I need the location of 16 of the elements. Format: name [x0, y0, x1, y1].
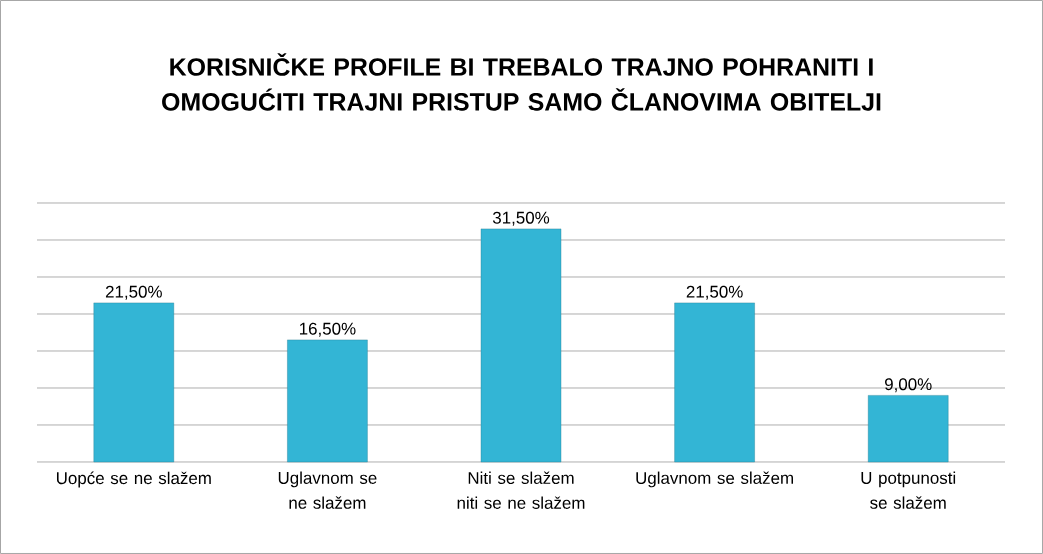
bar	[287, 339, 368, 463]
x-tick-label: Uglavnom se ne slažem	[278, 471, 377, 509]
bar	[674, 302, 755, 463]
x-tick-label: Uglavnom se slažem	[636, 471, 793, 488]
bar	[93, 302, 175, 463]
x-tick-label: Niti se slažem niti se ne slažem	[457, 471, 585, 509]
data-label: 21,50%	[105, 285, 162, 300]
x-tick-label: Uopće se ne slažem	[56, 471, 211, 488]
chart-title: KORISNIČKE PROFILE BI TREBALO TRAJNO POHRANITI I OMOGUĆITI TRAJNI PRISTUP SAMO ČLANOVIMA OBITELJI	[162, 53, 881, 111]
data-label: 16,50%	[299, 322, 356, 337]
data-label: 31,50%	[492, 211, 550, 226]
data-label: 9,00%	[884, 378, 932, 393]
x-tick-label: U potpunosti se slažem	[861, 471, 956, 509]
data-label: 21,50%	[686, 285, 743, 300]
bar	[868, 395, 949, 463]
bar	[480, 228, 562, 463]
